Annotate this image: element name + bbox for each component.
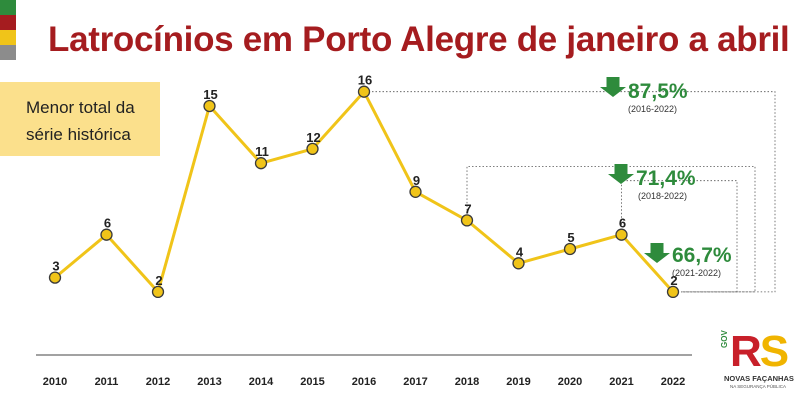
annotation-percent: 87,5% xyxy=(628,80,688,103)
data-point xyxy=(409,185,422,198)
down-arrow-icon xyxy=(644,243,670,263)
x-tick-label: 2011 xyxy=(95,376,119,388)
logo-s: S xyxy=(759,327,789,376)
data-point xyxy=(666,285,680,299)
rs-logo: GOV RS NOVAS FAÇANHAS NA SEGURANÇA PÚBLI… xyxy=(718,330,794,404)
series-line xyxy=(54,90,675,294)
annotation-percent: 71,4% xyxy=(636,167,696,190)
logo-subline: NA SEGURANÇA PÚBLICA xyxy=(730,384,787,389)
data-label: 2 xyxy=(155,273,162,288)
data-label: 6 xyxy=(104,216,111,231)
logo-r: R xyxy=(730,327,762,376)
data-label: 16 xyxy=(358,73,372,88)
note-line-2: série histórica xyxy=(26,125,131,144)
data-point xyxy=(512,257,525,270)
x-tick-label: 2018 xyxy=(455,376,479,388)
logo-tagline: NOVAS FAÇANHAS xyxy=(724,374,794,383)
data-point xyxy=(151,285,165,299)
data-point xyxy=(306,142,319,156)
annotation-period: (2016-2022) xyxy=(628,104,677,114)
x-tick-label: 2010 xyxy=(43,376,67,388)
x-tick-label: 2021 xyxy=(609,376,633,388)
x-tick-label: 2019 xyxy=(506,376,530,388)
data-label: 6 xyxy=(619,216,626,231)
annotation-period: (2021-2022) xyxy=(672,268,721,278)
note-line-1: Menor total da xyxy=(26,98,135,117)
data-point xyxy=(563,242,577,256)
stripe-green xyxy=(0,0,16,15)
data-label: 2 xyxy=(670,273,677,288)
x-tick-label: 2014 xyxy=(249,376,274,388)
data-label: 15 xyxy=(203,87,217,102)
down-arrow-icon xyxy=(608,164,634,184)
data-label: 7 xyxy=(464,201,471,216)
x-tick-label: 2016 xyxy=(352,376,376,388)
annotation-period: (2018-2022) xyxy=(638,191,687,201)
data-label: 12 xyxy=(306,130,320,145)
data-point xyxy=(100,228,113,241)
note-box: Menor total da série histórica xyxy=(0,82,160,156)
down-arrow-icon xyxy=(600,77,626,97)
x-tick-label: 2012 xyxy=(146,376,170,388)
annotation-percent: 66,7% xyxy=(672,244,732,267)
data-point xyxy=(203,99,216,113)
stripe-yellow xyxy=(0,30,16,45)
x-tick-label: 2015 xyxy=(300,376,324,388)
data-point xyxy=(615,228,628,241)
data-label: 3 xyxy=(52,259,59,274)
data-point xyxy=(357,85,371,98)
stripe-red xyxy=(0,15,16,30)
annotation-bracket xyxy=(621,180,738,293)
data-label: 4 xyxy=(516,244,524,259)
x-tick-label: 2022 xyxy=(661,376,685,388)
x-tick-label: 2020 xyxy=(558,376,582,388)
data-label: 5 xyxy=(567,230,574,245)
x-tick-label: 2017 xyxy=(403,376,427,388)
data-label: 11 xyxy=(255,144,269,159)
x-tick-label: 2013 xyxy=(197,376,221,388)
chart-title: Latrocínios em Porto Alegre de janeiro a… xyxy=(48,20,790,59)
data-point xyxy=(48,271,62,284)
annotation-bracket xyxy=(466,166,756,293)
stripe-gray xyxy=(0,45,16,60)
data-point xyxy=(460,214,474,227)
logo-gov-text: GOV xyxy=(720,330,729,348)
data-label: 9 xyxy=(413,173,420,188)
logo-rs-mark: RS xyxy=(730,327,789,376)
data-point xyxy=(254,157,268,170)
